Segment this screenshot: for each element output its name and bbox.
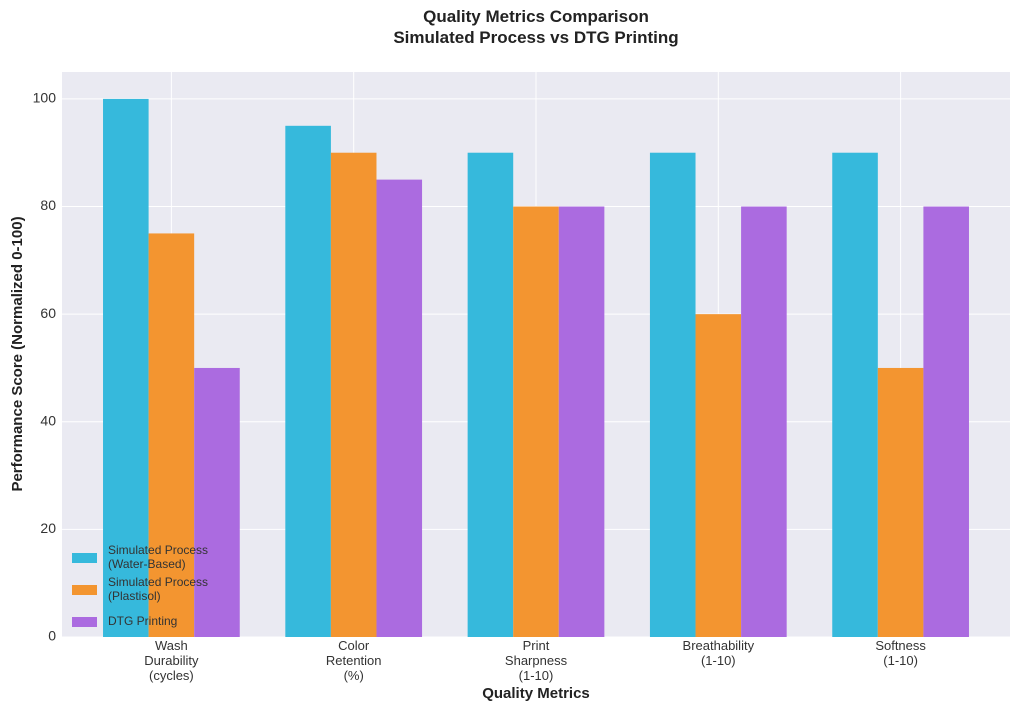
- bar: [194, 367, 240, 637]
- legend-swatch: [72, 553, 97, 563]
- x-tick-label: Wash Durability (cycles): [144, 638, 199, 683]
- bar: [695, 314, 742, 637]
- x-tick-label: Color Retention (%): [326, 638, 382, 683]
- legend-swatch: [72, 585, 97, 595]
- bar: [330, 152, 377, 637]
- bar: [285, 125, 331, 638]
- x-tick-label: Softness (1-10): [875, 638, 926, 668]
- bar: [103, 98, 149, 637]
- legend-label: Simulated Process (Plastisol): [108, 575, 208, 603]
- y-tick-label: 60: [40, 305, 56, 321]
- y-tick-label: 80: [40, 197, 56, 213]
- x-tick-label: Print Sharpness (1-10): [505, 638, 568, 683]
- bar: [649, 152, 696, 637]
- bar: [923, 206, 969, 637]
- y-axis-label: Performance Score (Normalized 0-100): [9, 216, 26, 491]
- bar: [467, 152, 514, 637]
- x-axis-label: Quality Metrics: [482, 685, 590, 702]
- legend-swatch: [72, 617, 97, 627]
- legend-label: Simulated Process (Water-Based): [108, 543, 208, 571]
- y-tick-label: 0: [48, 628, 56, 644]
- bar: [741, 206, 787, 637]
- x-tick-label: Breathability (1-10): [683, 638, 755, 668]
- legend-label: DTG Printing: [108, 614, 177, 628]
- y-tick-label: 100: [33, 90, 57, 106]
- bar: [376, 179, 423, 637]
- y-tick-label: 20: [40, 520, 56, 536]
- bar: [877, 367, 924, 637]
- y-tick-label: 40: [40, 412, 56, 428]
- bar: [513, 206, 559, 637]
- bar: [832, 152, 878, 637]
- bar: [558, 206, 605, 637]
- chart-title: Quality Metrics Comparison Simulated Proc…: [393, 7, 678, 47]
- bar: [148, 233, 195, 637]
